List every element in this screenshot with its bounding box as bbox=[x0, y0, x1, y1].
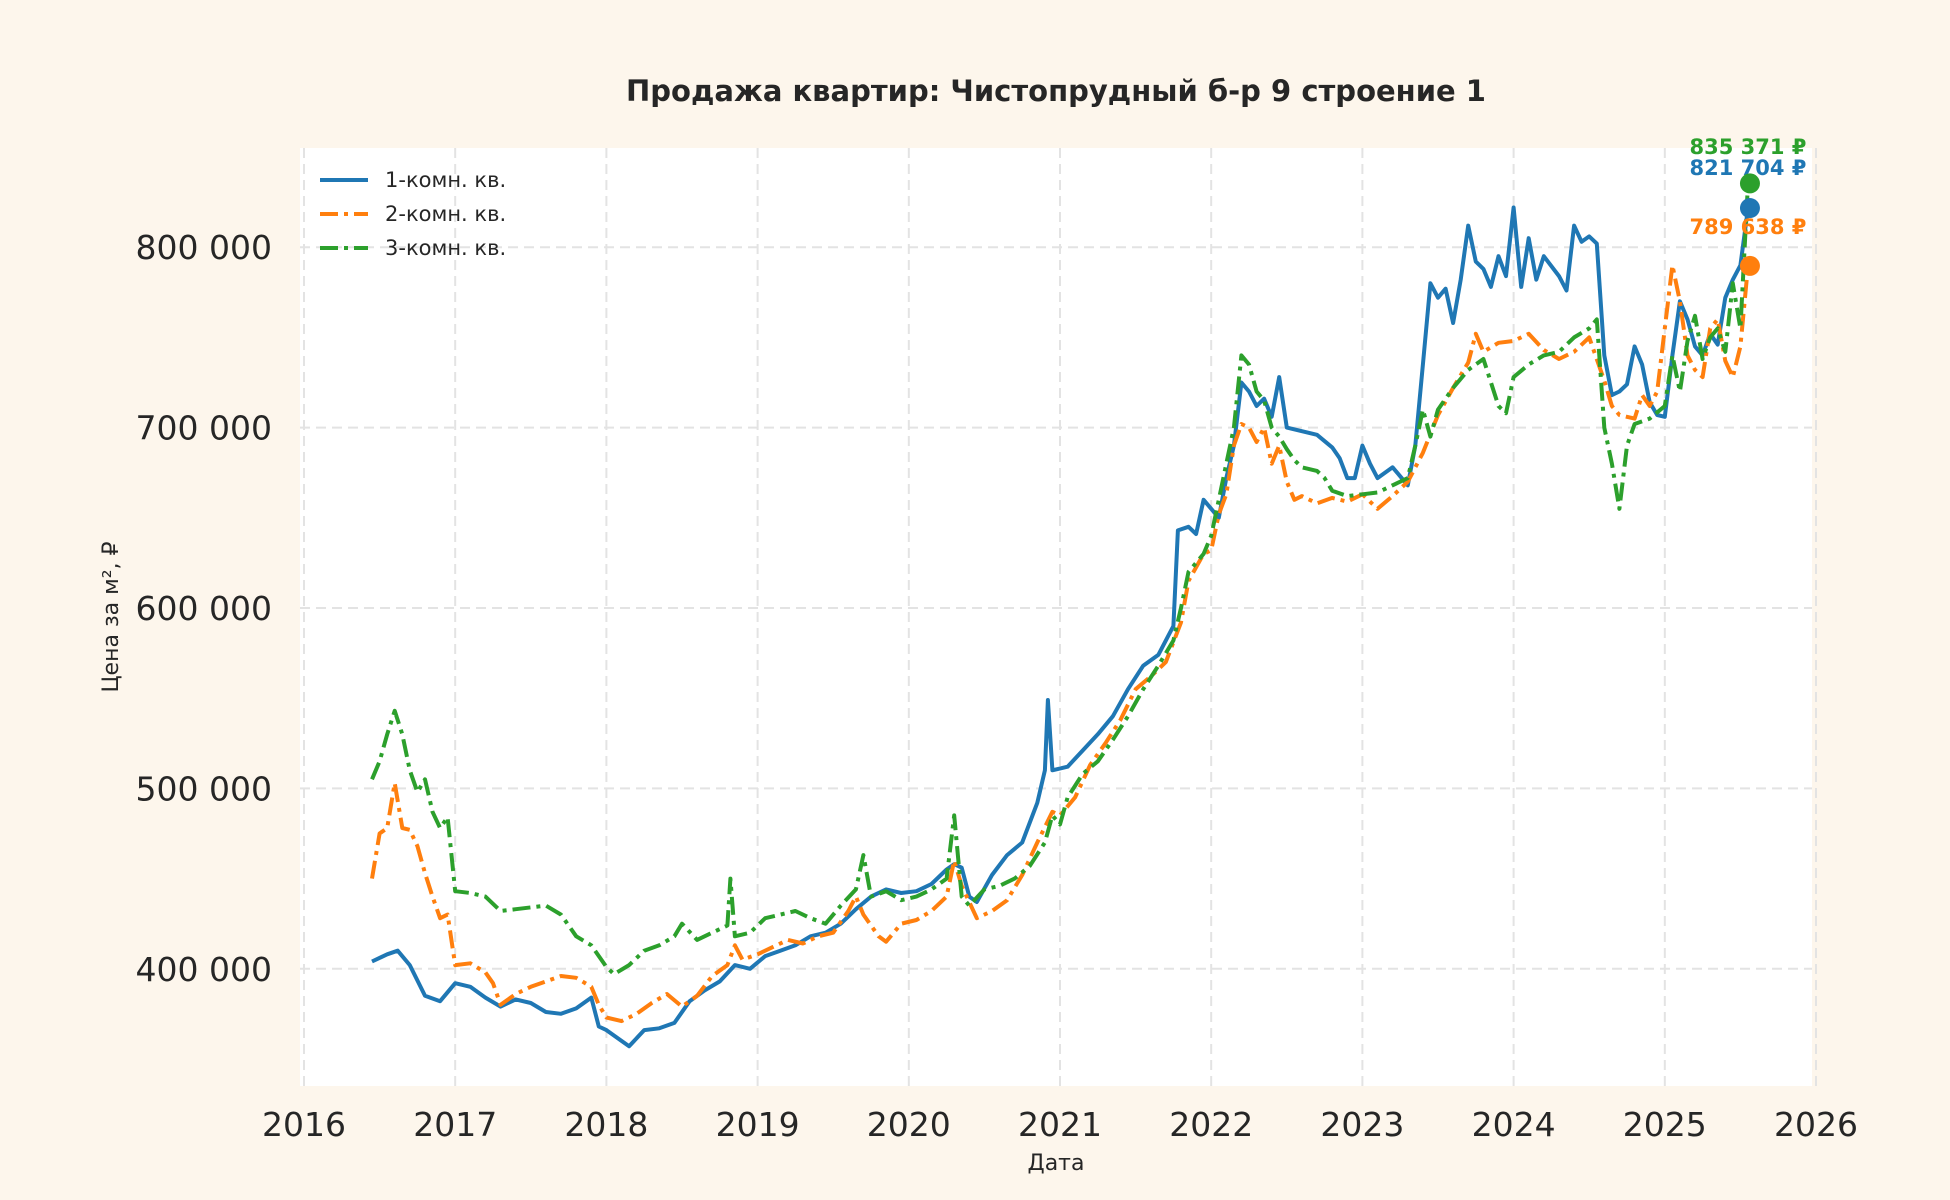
end-marker-2 bbox=[1739, 255, 1760, 276]
x-tick-label: 2025 bbox=[1623, 1105, 1707, 1144]
x-tick-label: 2016 bbox=[262, 1105, 346, 1144]
x-tick-label: 2026 bbox=[1774, 1105, 1858, 1144]
series-line-2 bbox=[370, 263, 1750, 1024]
series-lines bbox=[370, 183, 1750, 1049]
axis-ticks: 2016 2017 2018 2019 2020 2021 2022 2023 2024 2025… bbox=[136, 228, 1858, 1144]
y-tick-label: 400 000 bbox=[136, 950, 272, 989]
chart-title: Продажа квартир: Чистопрудный б-р 9 стро… bbox=[626, 74, 1486, 108]
x-tick-label: 2022 bbox=[1169, 1105, 1253, 1144]
x-tick-label: 2018 bbox=[564, 1105, 648, 1144]
series-line-3 bbox=[370, 183, 1750, 977]
y-tick-label: 500 000 bbox=[136, 769, 272, 808]
y-tick-label: 800 000 bbox=[136, 228, 272, 267]
series-line-1 bbox=[371, 205, 1750, 1049]
x-tick-label: 2023 bbox=[1320, 1105, 1404, 1144]
end-marker-1 bbox=[1739, 198, 1760, 219]
end-value-label-2: 789 638 ₽ bbox=[1690, 215, 1807, 239]
x-tick-label: 2020 bbox=[867, 1105, 951, 1144]
x-tick-label: 2019 bbox=[716, 1105, 800, 1144]
end-markers: 821 704 ₽789 638 ₽835 371 ₽ bbox=[1690, 135, 1807, 276]
legend-label-1: 1-комн. кв. bbox=[385, 168, 506, 192]
legend[interactable]: 1-комн. кв. 2-комн. кв. 3-комн. кв. bbox=[320, 168, 506, 260]
x-axis-label: Дата bbox=[1028, 1151, 1085, 1176]
plot-area bbox=[300, 148, 1812, 1086]
x-tick-label: 2024 bbox=[1472, 1105, 1556, 1144]
y-tick-label: 600 000 bbox=[136, 589, 272, 628]
legend-label-2: 2-комн. кв. bbox=[385, 202, 506, 226]
end-marker-3 bbox=[1739, 173, 1760, 194]
x-tick-label: 2021 bbox=[1018, 1105, 1102, 1144]
grid bbox=[300, 148, 1817, 1086]
x-tick-label: 2017 bbox=[413, 1105, 497, 1144]
y-tick-label: 700 000 bbox=[136, 409, 272, 448]
legend-label-3: 3-комн. кв. bbox=[385, 236, 506, 260]
end-value-label-3: 835 371 ₽ bbox=[1690, 135, 1807, 159]
y-axis-label: Цена за м², ₽ bbox=[99, 541, 124, 692]
